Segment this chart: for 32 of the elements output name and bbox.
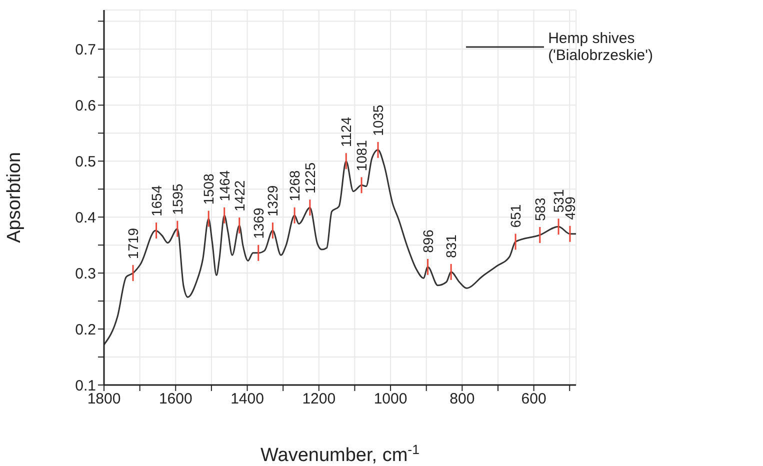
annotation: 583 [532,197,548,221]
x-tick-label: 1600 [158,390,192,408]
x-tick-label: 1000 [374,390,408,408]
annotation: 1508 [200,173,217,205]
x-tick-label: 600 [521,390,546,408]
y-tick-label: 0.4 [75,209,96,226]
x-tick-label: 800 [450,390,475,408]
annotation: 896 [420,229,436,253]
y-axis-title: Apsorbtion [4,152,25,243]
annotation: 1124 [338,116,354,148]
y-tick-label: 0.3 [75,265,96,282]
text: Hemp shives ('Bialobrzeskie') [548,30,653,64]
annotation: 1422 [231,180,248,212]
annotation: 651 [508,204,524,228]
x-axis-title: Wavenumber, cm$^{-1}$ [260,442,420,466]
annotation: 1225 [302,162,318,194]
x-tick-label: 1200 [302,390,336,408]
annotation: 1268 [286,170,303,202]
annotation: 1081 [354,140,370,172]
x-tick-label: 1400 [230,390,264,408]
annotation: 1719 [125,228,142,260]
annotation: 1464 [216,170,232,202]
y-tick-label: 0.6 [75,97,96,114]
annotation: 831 [443,234,460,258]
y-tick-label: 0.5 [75,153,96,170]
annotation: 1035 [370,104,386,136]
y-tick-label: 0.2 [75,321,96,338]
annotation: 1369 [250,208,266,239]
annotation: 1329 [264,185,281,217]
y-tick-label: 0.7 [75,42,96,59]
annotation: 1595 [169,183,186,215]
annotation: 1654 [148,185,164,217]
